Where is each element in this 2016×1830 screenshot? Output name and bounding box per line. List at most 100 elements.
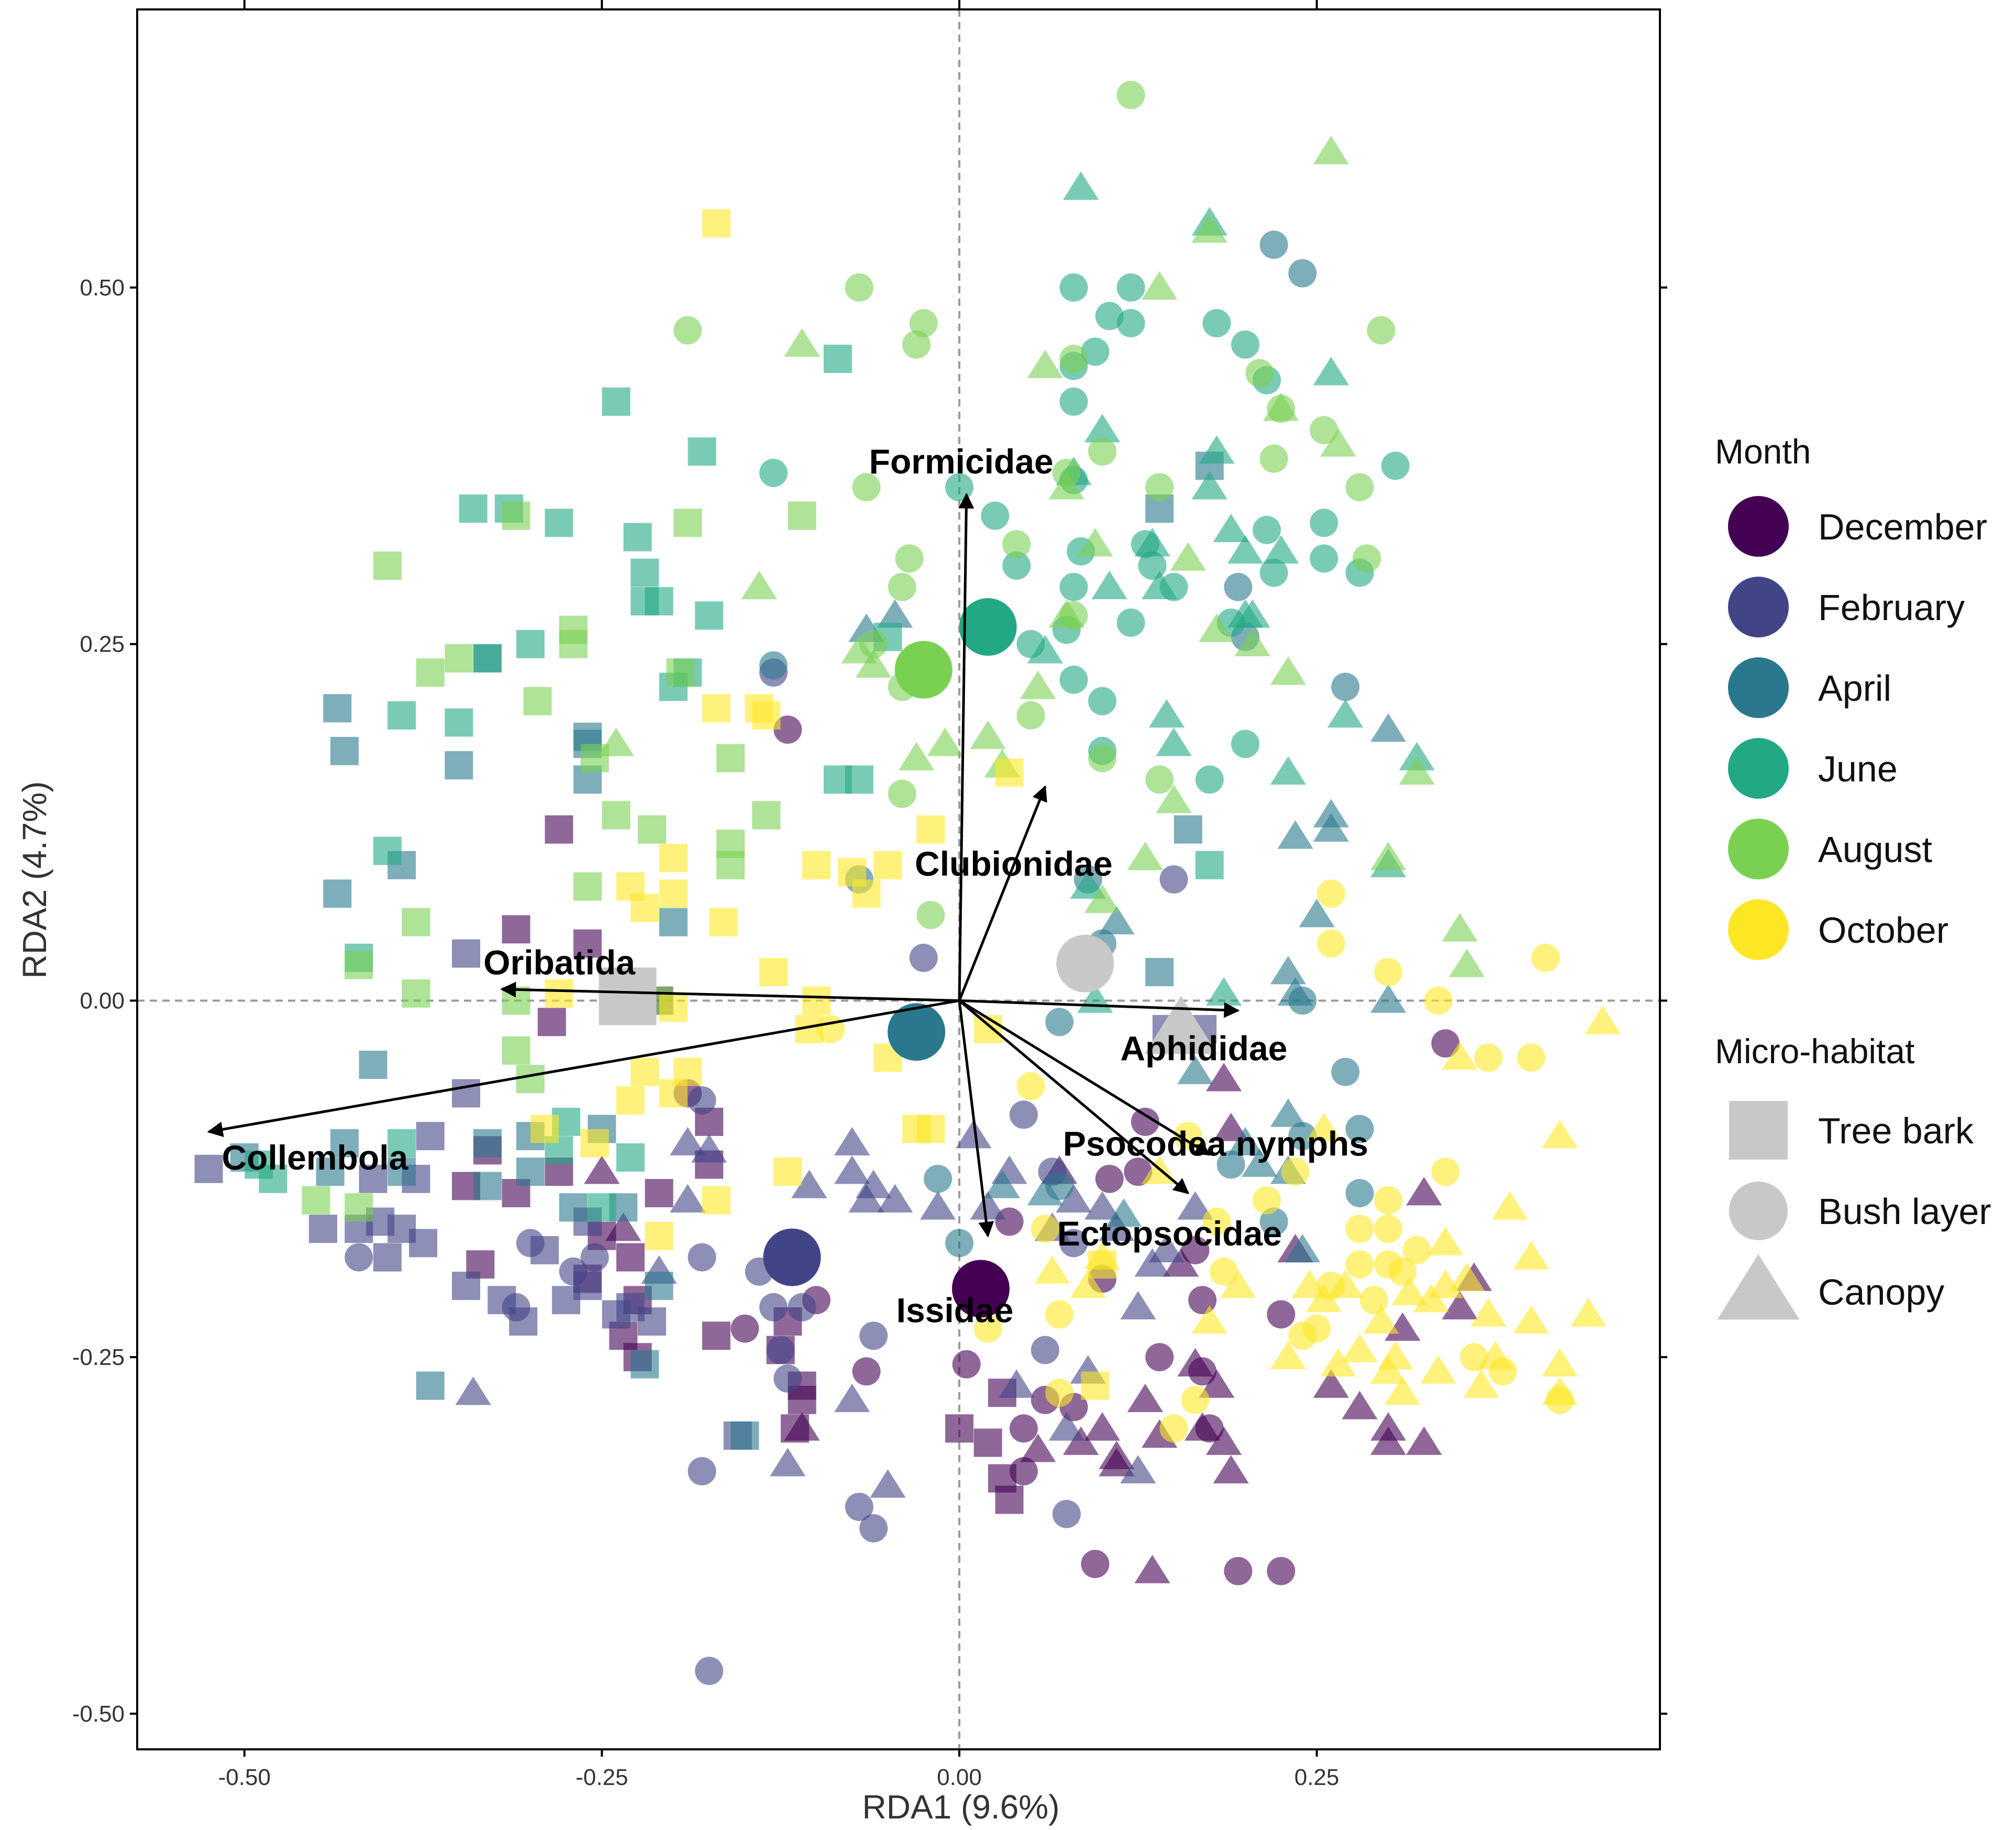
data-point bbox=[1142, 570, 1178, 600]
arrow-clubionidae bbox=[958, 785, 1047, 1001]
legend-item-june: June bbox=[1728, 738, 1898, 799]
data-point bbox=[1002, 551, 1031, 580]
data-point bbox=[695, 1657, 724, 1685]
data-point bbox=[1091, 570, 1127, 600]
data-point bbox=[1513, 1305, 1549, 1334]
data-point bbox=[1202, 1207, 1231, 1236]
data-point bbox=[1531, 943, 1560, 972]
data-point bbox=[373, 551, 402, 580]
data-point bbox=[1027, 349, 1064, 379]
data-point bbox=[1277, 820, 1313, 849]
legend-label: Bush layer bbox=[1818, 1191, 1991, 1232]
data-point bbox=[852, 473, 881, 502]
data-point bbox=[1310, 416, 1338, 445]
data-point bbox=[1199, 613, 1235, 642]
data-point bbox=[1173, 815, 1202, 844]
data-point bbox=[523, 687, 552, 715]
data-point bbox=[1099, 1440, 1135, 1470]
data-point bbox=[659, 908, 688, 936]
data-point bbox=[1281, 1157, 1310, 1186]
x-tick-label: 0.00 bbox=[937, 1765, 982, 1790]
data-point bbox=[245, 1150, 273, 1179]
data-point bbox=[1270, 756, 1306, 785]
data-point bbox=[1099, 906, 1135, 934]
data-point bbox=[1084, 1412, 1121, 1441]
data-point bbox=[1145, 957, 1174, 986]
data-point bbox=[452, 1079, 481, 1108]
legend-label: August bbox=[1818, 829, 1932, 870]
data-point bbox=[741, 570, 777, 600]
data-point bbox=[1345, 1115, 1374, 1143]
data-point bbox=[1231, 330, 1260, 359]
data-point bbox=[630, 558, 659, 587]
data-point bbox=[1517, 1043, 1546, 1072]
data-point bbox=[308, 1215, 337, 1243]
data-point bbox=[1431, 1029, 1460, 1058]
legend-item-tree-bark: Tree bark bbox=[1729, 1101, 1974, 1160]
data-point bbox=[373, 1243, 402, 1272]
legend-swatch bbox=[1728, 577, 1789, 637]
data-point bbox=[1320, 1348, 1356, 1377]
data-point bbox=[1288, 1122, 1317, 1151]
legend-label: February bbox=[1818, 587, 1965, 628]
arrow-formicidae bbox=[958, 492, 974, 1001]
data-point bbox=[1177, 1191, 1213, 1220]
legend-label: Tree bark bbox=[1818, 1110, 1974, 1151]
data-point bbox=[1234, 627, 1270, 657]
legend-swatch-circle bbox=[1729, 1182, 1788, 1240]
data-point bbox=[788, 501, 816, 530]
data-point bbox=[1009, 1457, 1038, 1486]
data-point bbox=[1242, 1148, 1278, 1177]
data-point bbox=[323, 694, 352, 723]
data-point bbox=[1427, 1269, 1464, 1298]
data-point bbox=[945, 1229, 974, 1258]
data-point bbox=[877, 599, 913, 628]
data-point bbox=[956, 1120, 992, 1149]
data-point bbox=[659, 994, 688, 1022]
data-point bbox=[502, 501, 530, 530]
data-point bbox=[752, 801, 781, 830]
data-point bbox=[1331, 673, 1360, 701]
data-point bbox=[666, 658, 695, 687]
data-point bbox=[573, 872, 602, 901]
data-point bbox=[1156, 785, 1192, 813]
data-point bbox=[920, 1191, 956, 1220]
data-point bbox=[1220, 1269, 1256, 1298]
data-point bbox=[1120, 1454, 1156, 1484]
data-point bbox=[784, 1412, 820, 1441]
data-point bbox=[791, 1170, 827, 1198]
data-point bbox=[1234, 599, 1270, 628]
data-point bbox=[1095, 1164, 1124, 1193]
data-point bbox=[1127, 1383, 1164, 1413]
data-point bbox=[688, 1457, 716, 1486]
data-point bbox=[1156, 727, 1192, 756]
data-point bbox=[1313, 136, 1349, 164]
data-point bbox=[1020, 670, 1056, 699]
data-point bbox=[1002, 530, 1031, 559]
legend-item-canopy: Canopy bbox=[1717, 1254, 1944, 1320]
data-point bbox=[345, 1243, 373, 1272]
data-point bbox=[580, 1243, 609, 1272]
data-point bbox=[616, 1243, 645, 1272]
data-point bbox=[1399, 756, 1435, 785]
data-point bbox=[452, 1272, 481, 1300]
data-point bbox=[1184, 1412, 1221, 1441]
data-point bbox=[834, 1127, 870, 1156]
data-point bbox=[630, 1350, 659, 1379]
data-point bbox=[359, 1050, 387, 1079]
data-point bbox=[1163, 1248, 1199, 1277]
data-point bbox=[773, 1157, 802, 1186]
data-point bbox=[1191, 1305, 1228, 1334]
data-point bbox=[659, 844, 688, 873]
data-point bbox=[995, 758, 1024, 787]
data-point bbox=[848, 1184, 884, 1212]
data-point bbox=[580, 1129, 609, 1157]
species-arrows: Formicidae Clubionidae Oribatida Collembola… bbox=[207, 442, 1368, 1330]
data-point bbox=[1345, 1215, 1374, 1243]
data-point bbox=[695, 601, 724, 630]
data-point bbox=[1570, 1298, 1607, 1327]
data-point bbox=[1267, 1300, 1295, 1329]
data-point bbox=[1420, 1355, 1456, 1384]
data-point bbox=[1116, 81, 1145, 109]
data-point bbox=[1270, 656, 1306, 685]
